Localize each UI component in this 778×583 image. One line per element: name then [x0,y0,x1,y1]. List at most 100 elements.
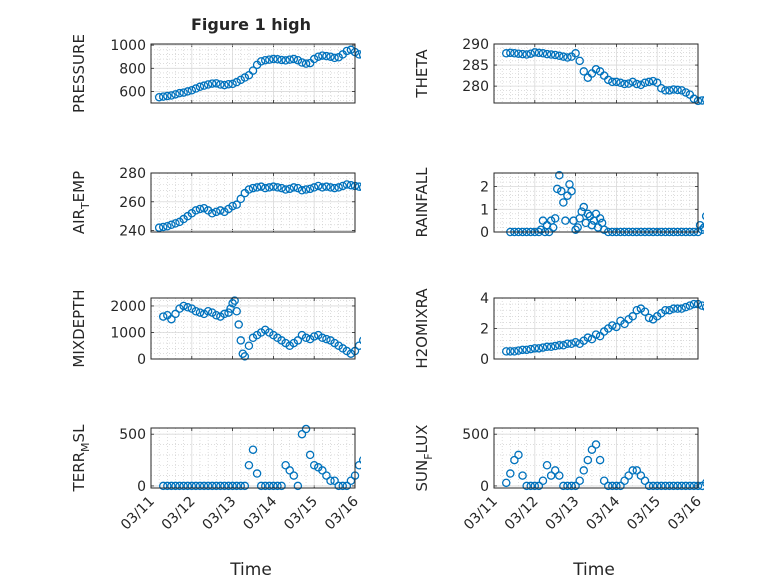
data-point [681,302,691,312]
data-point [175,88,184,98]
data-point [652,78,662,88]
data-point [224,481,233,491]
data-point [171,309,180,319]
data-point [236,336,246,345]
data-point [309,332,319,341]
data-point [542,49,552,59]
y-tick-label: 285 [462,58,489,74]
data-point [608,481,617,491]
data-point [248,445,258,454]
data-point [154,92,164,102]
data-point [665,481,674,491]
data-point [158,312,168,321]
data-point [187,481,197,491]
data-point [244,185,254,194]
data-point [318,51,327,60]
y-tick-label: 280 [119,166,146,182]
data-point [309,183,319,192]
data-point [330,53,339,63]
data-point [228,481,237,491]
data-point [220,80,229,90]
data-point [358,336,361,345]
data-point [555,171,564,180]
data-point [567,339,576,348]
data-point [273,183,282,192]
data-point [514,49,523,58]
data-point [652,481,662,491]
x-axis-label-right: Time [572,560,615,580]
data-point [309,460,319,470]
data-point [571,481,580,491]
data-point [326,183,335,192]
data-point [624,79,633,88]
data-point [673,481,682,491]
data-point [608,77,617,87]
data-point [314,181,323,191]
data-point [240,73,250,82]
data-point [301,424,311,434]
y-tick-label: 500 [462,427,489,443]
data-point [269,182,278,191]
data-point [557,186,566,196]
data-point [212,79,221,88]
subplot-theta: 280 285 290 THETA [413,37,704,106]
data-point [628,466,637,475]
data-point [608,321,617,330]
data-point [256,57,266,66]
data-point [305,184,315,194]
data-point [199,81,209,90]
data-point [183,87,192,96]
data-point [216,481,225,491]
data-point [522,50,531,59]
plot-area [494,428,698,488]
data-point [230,296,239,305]
data-point [269,481,278,491]
data-point [265,183,274,192]
axes-box [493,297,699,360]
y-tick-label: 600 [119,84,146,100]
data-point [657,84,666,93]
data-point [595,214,605,223]
data-point [277,55,286,65]
data-point [579,466,589,475]
data-point [628,77,637,87]
data-point [701,95,704,104]
y-tick-label: 0 [480,352,489,368]
y-tick-label: 2 [480,180,489,196]
data-point [191,84,201,93]
data-point [212,310,221,320]
data-point [212,481,221,491]
data-point [644,77,654,87]
data-point [252,469,262,478]
data-point [273,481,282,491]
data-point [546,342,556,352]
data-point [285,466,294,475]
data-point [685,301,695,310]
data-point [244,460,254,470]
data-point [265,55,274,64]
data-point [583,209,593,219]
subplot-rainfall: 0 1 2 RAINFALL [413,167,704,241]
data-point [677,481,686,491]
data-point [297,58,307,67]
data-point [573,223,582,232]
data-point [561,216,570,225]
data-point [579,67,589,76]
data-point [248,183,258,193]
data-point [171,219,180,228]
y-tick-label: 2 [480,322,489,338]
data-point [673,85,682,95]
data-point [599,476,609,486]
data-point [669,304,678,313]
data-point [203,307,213,316]
data-point [322,334,331,344]
data-point [550,214,560,223]
data-point [583,333,593,342]
data-point [256,182,266,191]
data-point [644,481,654,491]
data-point [510,49,519,58]
y-axis-label: SUNFLUX [413,425,435,492]
axes-box [150,172,356,233]
data-point [191,481,201,491]
